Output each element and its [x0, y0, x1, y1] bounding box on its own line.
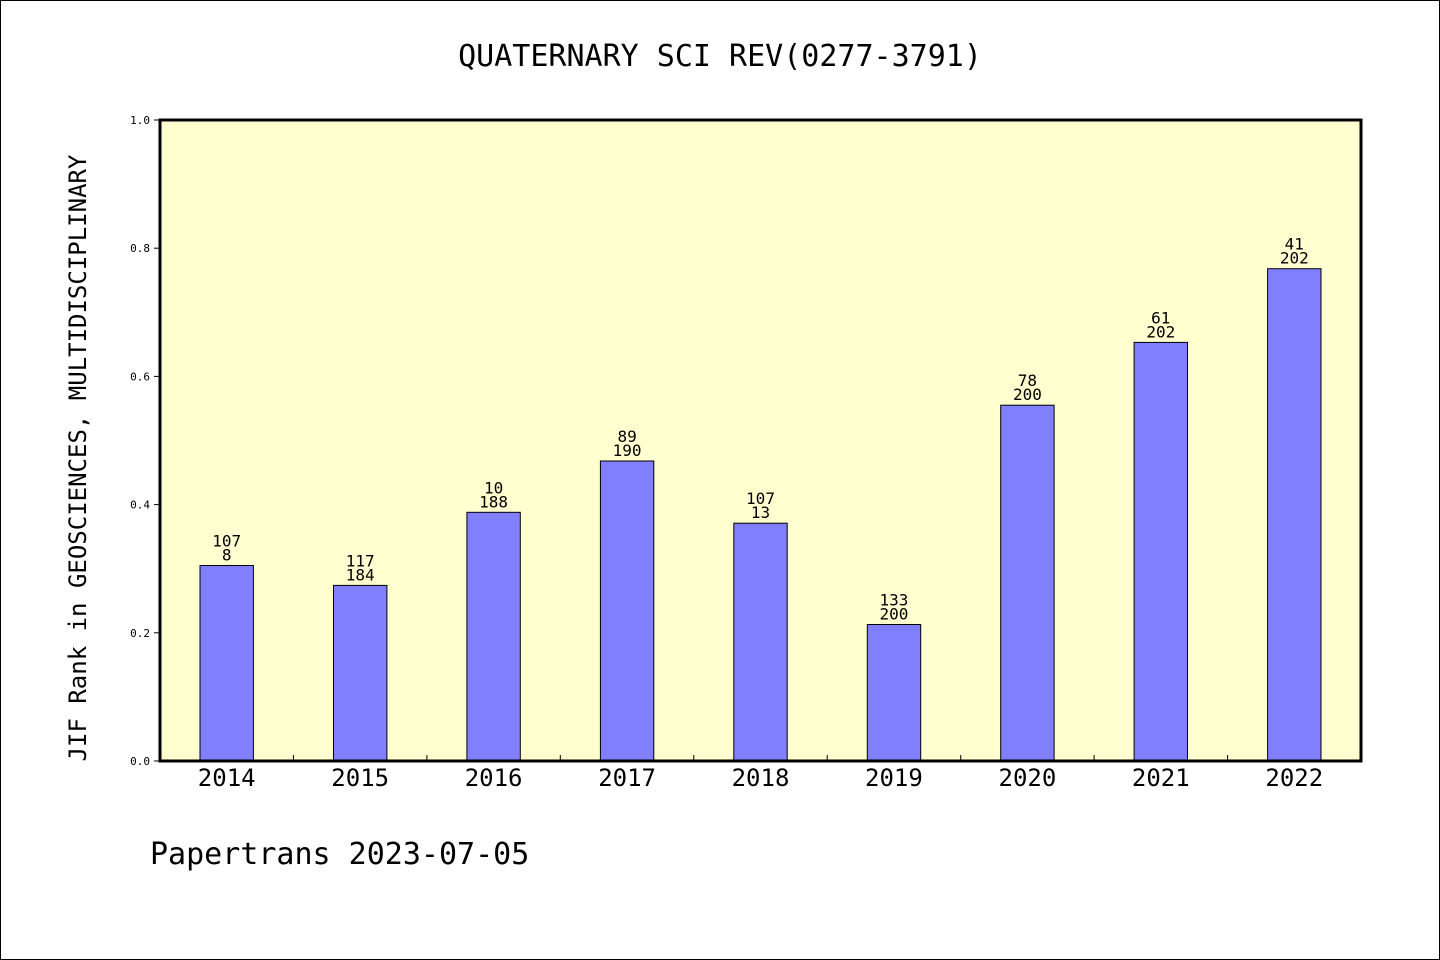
bar-label-2021-0: 61 — [1151, 308, 1170, 327]
bar-label-2020-0: 78 — [1018, 371, 1037, 390]
bar-2015 — [333, 584, 388, 762]
bar-label-2022-1: 202 — [1280, 249, 1309, 268]
y-tick-label-1.0: 1.0 — [130, 114, 150, 127]
bar-2016 — [466, 511, 521, 762]
y-axis: 0.0 0.2 0.4 0.6 0.8 1.0 — [130, 114, 160, 768]
x-tick-label-2016: 2016 — [465, 764, 523, 792]
bar-2018 — [733, 522, 788, 762]
bar-label-2019-0: 133 — [879, 591, 908, 610]
y-axis-label: JIF Rank in GEOSCIENCES, MULTIDISCIPLINA… — [64, 154, 92, 761]
bar-label-2020-1: 200 — [1013, 385, 1042, 404]
bar-label-2021-1: 202 — [1146, 322, 1175, 341]
y-tick-label-0.8: 0.8 — [130, 242, 150, 255]
y-tick-label-0.4: 0.4 — [130, 499, 150, 512]
bar-label-2015-0: 117 — [346, 551, 375, 570]
bar-label-2018-1: 13 — [751, 503, 770, 522]
x-tick-label-2022: 2022 — [1265, 764, 1323, 792]
y-tick-label-0.0: 0.0 — [130, 755, 150, 768]
bar-label-2022-0: 41 — [1285, 235, 1304, 254]
x-tick-label-2020: 2020 — [999, 764, 1057, 792]
bar-2014 — [199, 565, 254, 762]
bar-label-2015-1: 184 — [346, 565, 375, 584]
bar-label-2014-0: 107 — [212, 532, 241, 551]
bar-label-2018-0: 107 — [746, 489, 775, 508]
bar-label-2014-1: 8 — [222, 546, 232, 565]
x-tick-label-2015: 2015 — [331, 764, 389, 792]
y-tick-label-0.2: 0.2 — [130, 627, 150, 640]
x-tick-label-2021: 2021 — [1132, 764, 1190, 792]
x-axis: 2014 2015 2016 2017 2018 2019 2020 2021 2022 — [198, 755, 1323, 792]
bar-label-2016-0: 10 — [484, 478, 503, 497]
bar-2021 — [1133, 341, 1188, 762]
bar-2020 — [1000, 404, 1055, 762]
footer-text: Papertrans 2023-07-05 — [150, 837, 529, 872]
x-tick-label-2018: 2018 — [732, 764, 790, 792]
bars-group — [199, 268, 1322, 762]
bar-label-2019-1: 200 — [879, 605, 908, 624]
bar-label-2017-0: 89 — [617, 427, 636, 446]
y-tick-label-0.6: 0.6 — [130, 370, 150, 383]
x-tick-label-2017: 2017 — [598, 764, 656, 792]
x-tick-label-2019: 2019 — [865, 764, 923, 792]
plot-border — [158, 118, 1363, 763]
bar-2022 — [1267, 268, 1322, 762]
x-tick-label-2014: 2014 — [198, 764, 256, 792]
bar-label-2016-1: 188 — [479, 492, 508, 511]
chart-title: QUATERNARY SCI REV(0277-3791) — [458, 39, 982, 74]
bar-label-2017-1: 190 — [613, 441, 642, 460]
bar-2019 — [866, 624, 922, 762]
bar-2017 — [599, 460, 655, 762]
